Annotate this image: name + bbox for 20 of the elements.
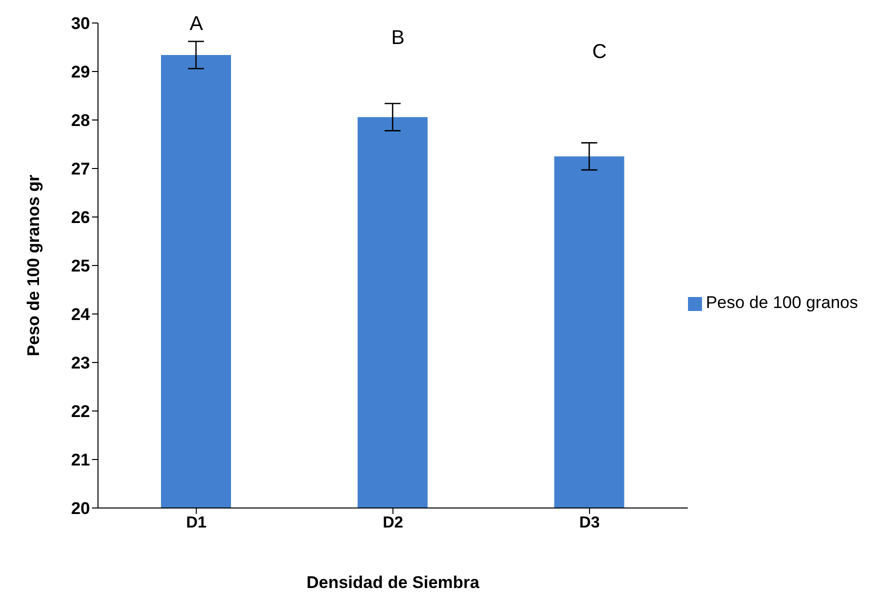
y-tick-label: 21 <box>71 450 90 470</box>
y-tick-label: 20 <box>71 499 90 518</box>
annotation: A <box>190 13 204 36</box>
y-tick-label: 30 <box>71 14 90 34</box>
x-axis-title: Densidad de Siembra <box>306 573 480 592</box>
y-tick-label: 22 <box>71 402 90 422</box>
y-tick-label: 28 <box>71 111 90 130</box>
y-tick-label: 24 <box>71 305 91 324</box>
x-tick-label: D3 <box>579 514 600 532</box>
legend-label: Peso de 100 granos <box>706 293 858 312</box>
annotation: B <box>391 27 405 50</box>
y-tick-label: 23 <box>71 354 90 373</box>
y-tick-label: 27 <box>71 160 90 179</box>
y-tick-label: 25 <box>71 256 90 276</box>
x-tick-label: D2 <box>382 514 404 532</box>
y-axis-title: Peso de 100 granos gr <box>24 174 44 356</box>
y-tick-label: 26 <box>71 208 90 228</box>
x-tick-label: D1 <box>186 514 207 532</box>
y-tick-label: 29 <box>71 62 90 82</box>
annotation: C <box>592 41 607 64</box>
